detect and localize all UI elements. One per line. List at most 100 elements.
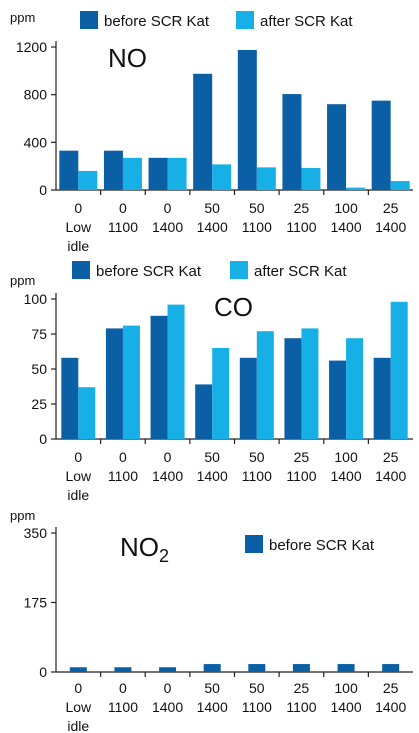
x-tick-label: 25	[383, 200, 399, 216]
x-tick-label: 1400	[330, 699, 361, 715]
y-tick-label: 400	[24, 134, 48, 150]
x-tick-label: 1400	[375, 219, 406, 235]
x-tick-label: 0	[74, 200, 82, 216]
bar-before-5	[239, 357, 257, 439]
bar-before-2	[103, 150, 123, 190]
bar-after-4	[212, 164, 232, 190]
y-tick-label: 50	[31, 361, 47, 377]
legend-label: before SCR Kat	[269, 537, 375, 554]
y-axis-unit: ppm	[10, 10, 35, 25]
bar-after-2	[122, 325, 140, 439]
bar-before-2	[105, 328, 123, 439]
x-tick-label: 1100	[242, 219, 272, 235]
y-tick-label: 350	[24, 525, 48, 541]
x-tick-label: Low	[65, 219, 92, 235]
chart-1: ppm 0 400 800 1200 0 Low idle 0 1100 0 1400 50 1400 50…	[10, 10, 413, 254]
bar-before-1	[59, 150, 79, 190]
bar-after-5	[256, 167, 276, 190]
legend-entry-before: before SCR Kat	[80, 11, 210, 30]
x-tick-label: idle	[67, 487, 89, 503]
bar-before-5	[237, 49, 257, 190]
x-tick-label: idle	[67, 238, 89, 254]
x-tick-label: Low	[65, 468, 92, 484]
bar-before-4	[203, 664, 221, 672]
x-tick-label: 100	[334, 680, 358, 696]
x-tick-label: 1100	[108, 699, 138, 715]
x-tick-label: 0	[164, 200, 172, 216]
legend-swatch	[230, 261, 248, 279]
legend-swatch	[236, 11, 254, 29]
y-tick-label: 175	[24, 595, 48, 611]
bar-after-6	[301, 167, 321, 190]
x-tick-label: 1100	[286, 219, 316, 235]
y-tick-label: 0	[39, 431, 47, 447]
x-tick-label: 25	[383, 680, 399, 696]
x-tick-label: 25	[294, 449, 310, 465]
x-tick-label: 50	[204, 680, 220, 696]
bar-before-8	[382, 664, 400, 672]
bar-after-4	[212, 348, 230, 439]
x-tick-label: 25	[294, 200, 310, 216]
x-tick-label: 50	[249, 680, 265, 696]
x-tick-label: 1400	[375, 699, 406, 715]
y-tick-label: 75	[31, 326, 47, 342]
x-tick-label: 1400	[152, 699, 183, 715]
x-tick-label: 1400	[330, 219, 361, 235]
x-tick-label: 50	[204, 200, 220, 216]
chart-2: ppm 0 25 50 75 100 0 Low idle 0 1100 0 1400 50 1400 50 1…	[10, 261, 413, 503]
legend-swatch	[72, 261, 90, 279]
y-tick-label: 25	[31, 396, 47, 412]
bar-before-2	[114, 667, 132, 672]
bar-before-8	[373, 357, 391, 439]
bar-before-1	[61, 357, 79, 439]
y-tick-label: 1200	[16, 39, 47, 55]
x-tick-label: 1100	[286, 699, 316, 715]
legend-label: after SCR Kat	[260, 13, 353, 30]
bar-after-3	[167, 157, 187, 190]
bar-after-8	[390, 181, 410, 190]
x-tick-label: 50	[249, 200, 265, 216]
chart-title-main: CO	[214, 292, 253, 322]
bar-before-1	[69, 667, 87, 672]
chart-title-main: NO	[120, 532, 159, 562]
chart-title-main: NO	[108, 43, 147, 73]
x-tick-label: 1400	[197, 219, 228, 235]
bar-before-4	[193, 73, 213, 190]
bar-before-6	[282, 94, 302, 190]
bar-before-7	[329, 360, 347, 439]
x-tick-label: 0	[119, 449, 127, 465]
x-tick-label: 0	[164, 680, 172, 696]
x-tick-label: 50	[249, 449, 265, 465]
legend-entry-before: before SCR Kat	[245, 535, 375, 554]
chart-title: NO	[108, 43, 147, 73]
x-tick-label: 1100	[286, 468, 316, 484]
chart-title: NO2	[120, 532, 169, 566]
legend-label: before SCR Kat	[104, 13, 210, 30]
y-tick-label: 0	[39, 664, 47, 680]
chart-title: CO	[214, 292, 253, 322]
x-tick-label: 1100	[242, 468, 272, 484]
x-tick-label: 0	[164, 449, 172, 465]
bar-after-7	[346, 338, 364, 439]
chart-title-subscript: 2	[159, 546, 169, 566]
bar-before-8	[371, 100, 391, 190]
y-tick-label: 800	[24, 87, 48, 103]
x-tick-label: 1100	[242, 699, 272, 715]
x-tick-label: 0	[74, 449, 82, 465]
legend-swatch	[80, 11, 98, 29]
legend-label: after SCR Kat	[254, 263, 347, 280]
bar-after-8	[390, 301, 408, 439]
y-axis-unit: ppm	[10, 508, 35, 523]
bar-before-3	[159, 667, 177, 672]
x-tick-label: 1400	[197, 468, 228, 484]
x-tick-label: 25	[383, 449, 399, 465]
bar-before-4	[195, 384, 213, 439]
x-tick-label: idle	[67, 718, 89, 733]
bar-after-2	[122, 157, 142, 190]
bar-before-6	[284, 338, 302, 439]
x-tick-label: 100	[334, 200, 358, 216]
x-tick-label: 50	[204, 449, 220, 465]
bar-after-1	[78, 387, 96, 439]
